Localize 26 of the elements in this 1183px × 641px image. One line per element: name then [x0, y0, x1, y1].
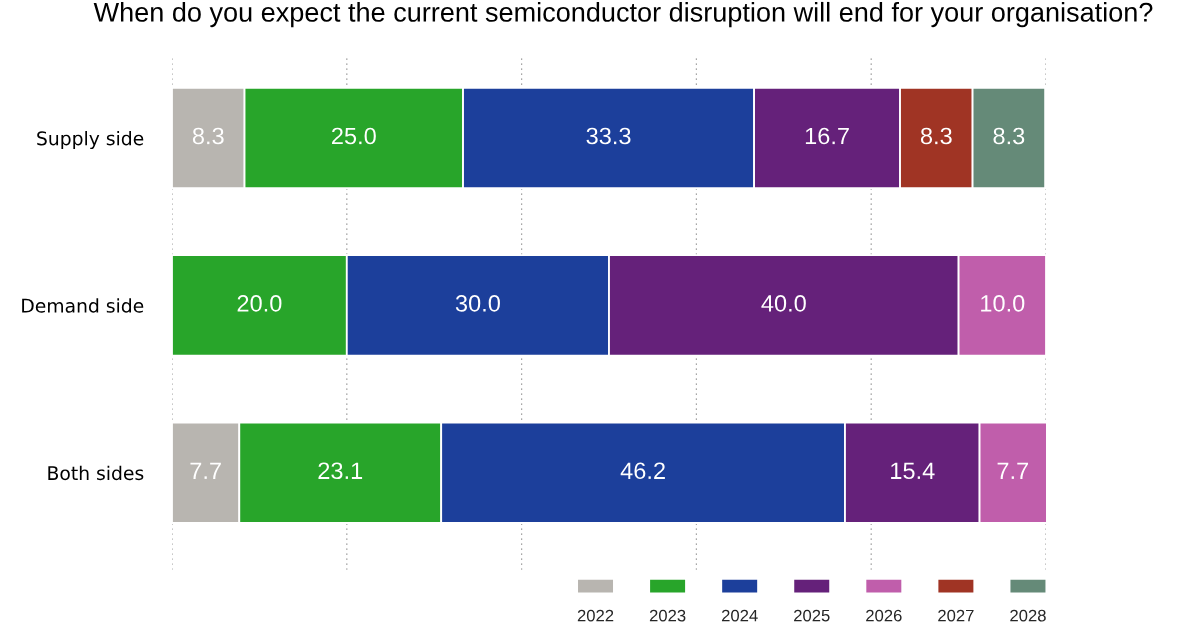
data-label: 7.7 — [190, 462, 221, 479]
y-tick-label: Both sides — [48, 465, 144, 481]
chart-title: When do you expect the current semiconductor disruption will end for your organisation? — [93, 1, 1153, 28]
data-label: 16.7 — [805, 127, 849, 145]
data-label: 15.4 — [891, 462, 935, 480]
data-label: 25.0 — [332, 127, 376, 145]
legend-label: 2027 — [938, 609, 974, 622]
legend-label: 2023 — [649, 609, 686, 622]
y-tick-label: Supply side — [37, 130, 144, 150]
y-tick-label: Demand side — [22, 298, 144, 313]
data-label: 30.0 — [455, 295, 500, 312]
data-label: 33.3 — [586, 127, 631, 145]
legend-label: 2025 — [794, 609, 830, 622]
legend-label: 2022 — [577, 609, 614, 622]
data-label: 46.2 — [620, 462, 665, 480]
data-label: 10.0 — [981, 295, 1025, 312]
legend-label: 2024 — [721, 609, 758, 622]
data-label: 7.7 — [997, 462, 1029, 479]
data-label: 20.0 — [237, 295, 282, 312]
data-label: 8.3 — [993, 127, 1025, 145]
legend-label: 2028 — [1010, 609, 1046, 622]
legend-label: 2026 — [866, 609, 902, 622]
data-label: 8.3 — [920, 127, 952, 145]
data-label: 40.0 — [761, 295, 806, 312]
data-label: 8.3 — [192, 127, 224, 145]
data-label: 23.1 — [318, 462, 363, 480]
